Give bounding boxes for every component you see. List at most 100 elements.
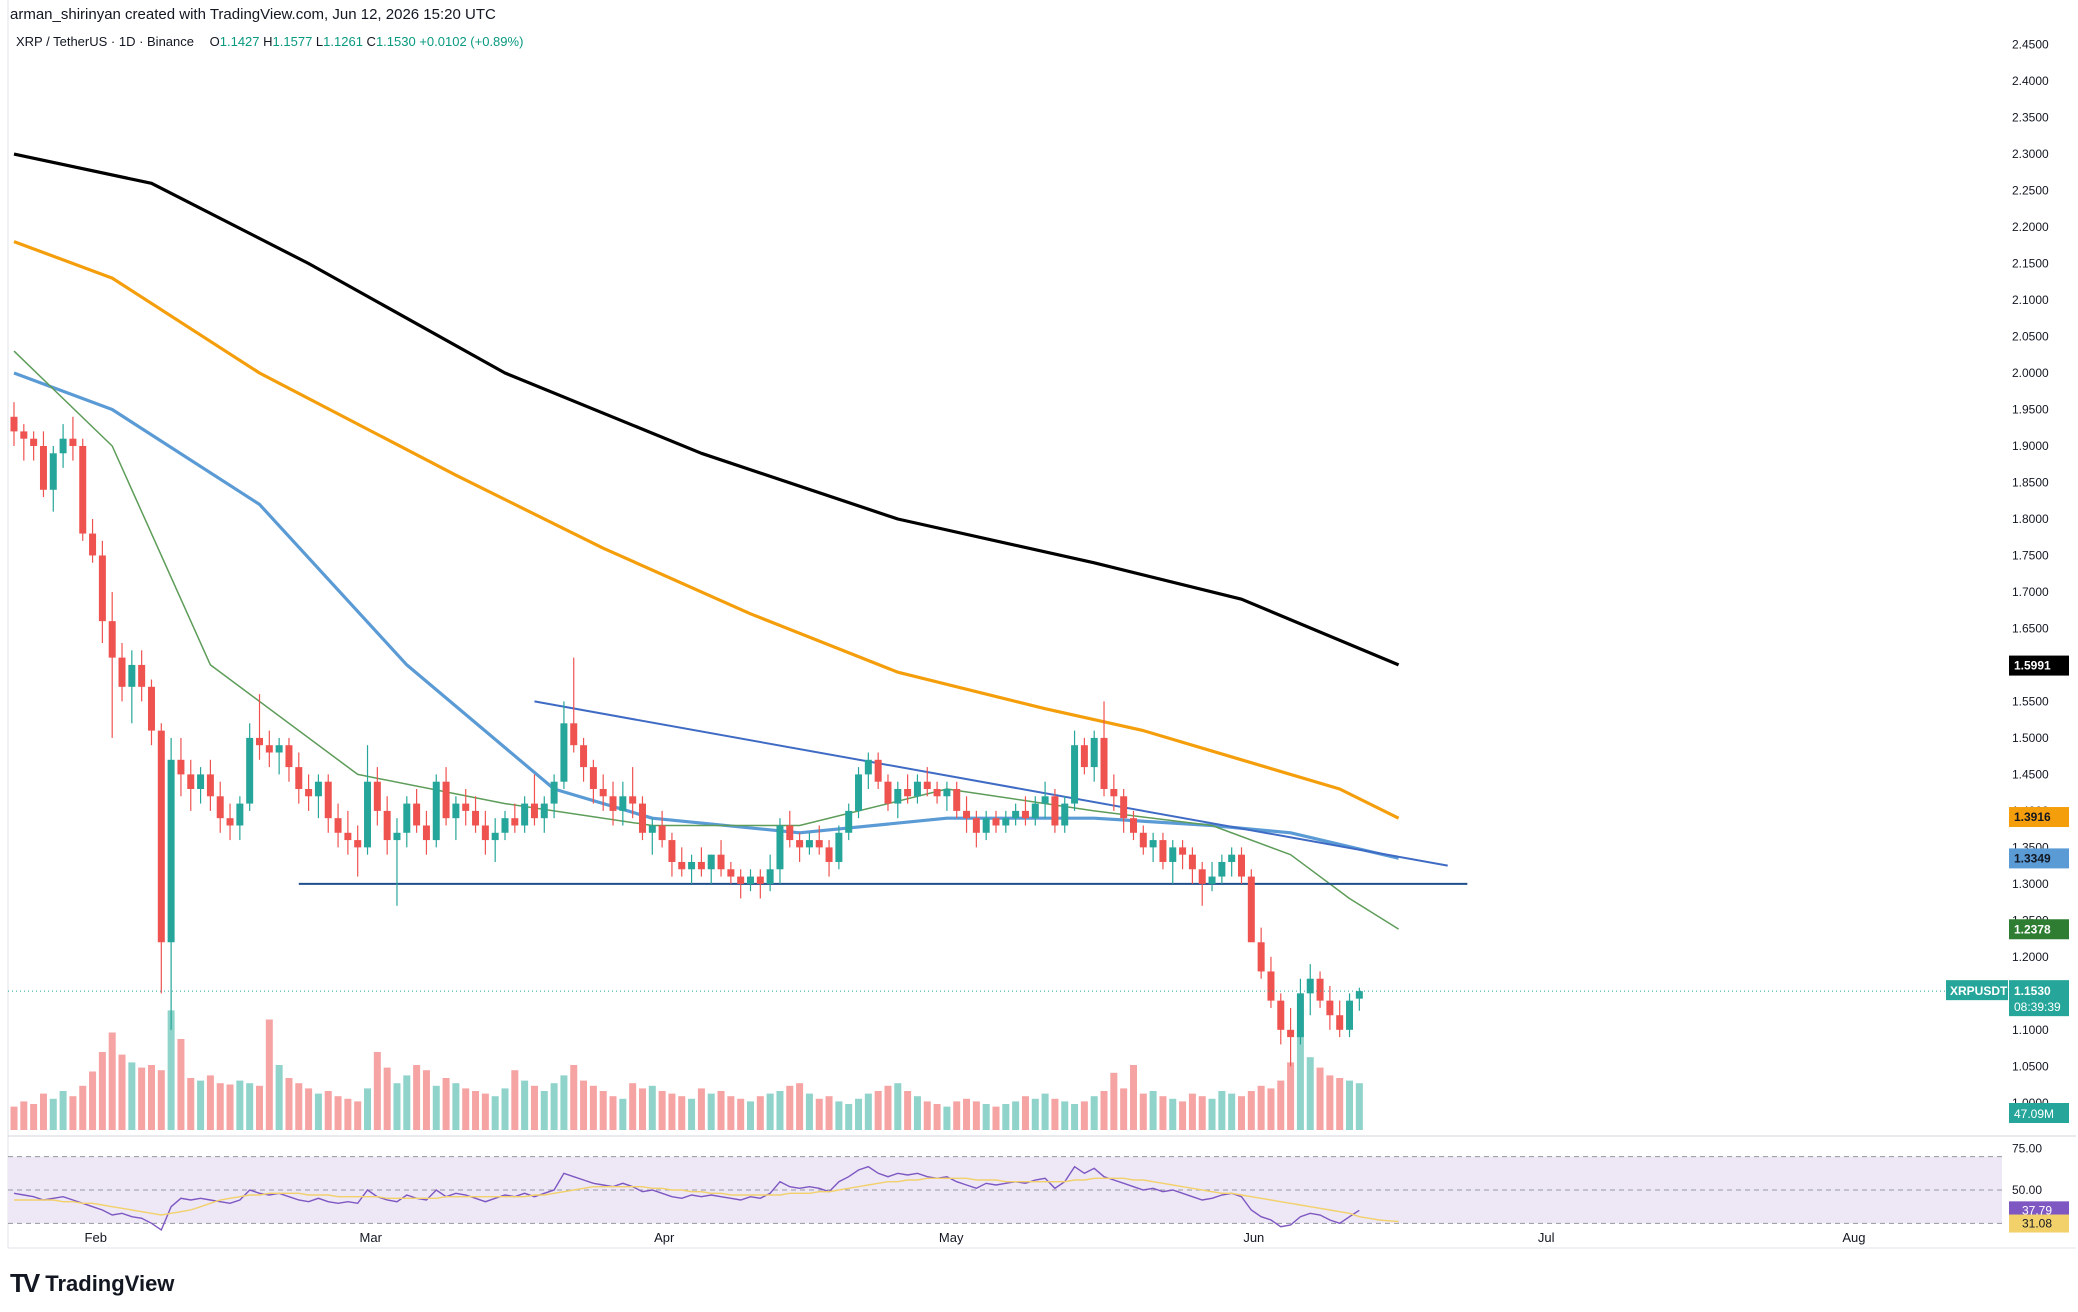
volume-bar — [737, 1098, 745, 1130]
volume-bar — [206, 1075, 214, 1130]
volume-bar — [599, 1091, 607, 1130]
volume-bar — [913, 1096, 921, 1130]
candle-body — [717, 854, 725, 870]
volume-bar — [697, 1088, 705, 1130]
volume-bar — [187, 1078, 195, 1130]
candle-body — [138, 664, 146, 687]
candle-body — [550, 781, 558, 804]
candle-body — [432, 781, 440, 841]
candle-body — [1277, 1000, 1285, 1030]
price-tick-label: 2.2000 — [2012, 220, 2049, 234]
candle-body — [923, 781, 931, 789]
candle-body — [108, 621, 116, 658]
candle-body — [1159, 840, 1167, 862]
candle-body — [59, 438, 67, 454]
candle-body — [1336, 1015, 1344, 1030]
volume-bar — [314, 1093, 322, 1130]
volume-bar — [147, 1065, 155, 1130]
volume-bar — [874, 1091, 882, 1130]
candle-body — [943, 788, 951, 797]
price-tick-label: 1.6500 — [2012, 621, 2049, 635]
volume-bar — [904, 1091, 912, 1130]
candle-body — [805, 840, 813, 848]
volume-bar — [403, 1075, 411, 1130]
volume-bar — [69, 1096, 77, 1130]
price-tick-label: 1.7000 — [2012, 585, 2049, 599]
candle-body — [491, 832, 499, 841]
volume-bar — [20, 1101, 28, 1130]
candle-body — [413, 803, 421, 826]
candle-body — [609, 796, 617, 811]
volume-bar — [501, 1088, 509, 1130]
volume-bar — [1090, 1096, 1098, 1130]
volume-bar — [295, 1083, 303, 1130]
volume-bar — [413, 1065, 421, 1130]
volume-bar — [550, 1083, 558, 1130]
candle-body — [530, 803, 538, 819]
volume-bar — [589, 1085, 597, 1130]
candle-body — [147, 686, 155, 731]
ma-value-tag-text: 1.3916 — [2014, 810, 2051, 824]
volume-bar — [1100, 1091, 1108, 1130]
symbol-tag-label: XRPUSDT — [1950, 984, 2008, 998]
price-tick-label: 1.8000 — [2012, 512, 2049, 526]
volume-bar — [540, 1091, 548, 1130]
volume-bar — [825, 1096, 833, 1130]
volume-bar — [776, 1091, 784, 1130]
candle-body — [697, 861, 705, 870]
volume-bar — [393, 1083, 401, 1130]
candle-body — [1346, 1000, 1354, 1030]
volume-bar — [1198, 1096, 1206, 1130]
tradingview-logo[interactable]: TV TradingView — [10, 1268, 174, 1299]
volume-bar — [216, 1083, 224, 1130]
volume-bar — [462, 1088, 470, 1130]
candle-body — [1139, 832, 1147, 848]
time-axis-label: Mar — [360, 1230, 383, 1245]
descending-trendline — [534, 700, 1448, 867]
candle-body — [560, 723, 568, 782]
volume-bar — [982, 1104, 990, 1130]
candle-body — [197, 774, 205, 789]
moving-average-line — [13, 350, 1399, 930]
volume-bar — [688, 1098, 696, 1130]
candle-body — [1051, 796, 1059, 826]
chart-credit: arman_shirinyan created with TradingView… — [10, 6, 496, 23]
volume-bar — [98, 1052, 106, 1130]
volume-bar — [30, 1104, 38, 1130]
volume-bar — [570, 1065, 578, 1130]
volume-bar — [157, 1070, 165, 1130]
candle-body — [1061, 803, 1069, 826]
volume-bar — [1021, 1096, 1029, 1130]
volume-bar — [481, 1093, 489, 1130]
close-value: 1.1530 — [375, 34, 416, 49]
volume-bar — [354, 1101, 362, 1130]
price-tick-label: 1.4500 — [2012, 767, 2049, 781]
candle-body — [737, 876, 745, 884]
volume-bar — [530, 1085, 538, 1130]
volume-bar — [422, 1070, 430, 1130]
volume-bar — [89, 1071, 97, 1130]
volume-bar — [992, 1106, 1000, 1130]
candle-body — [187, 774, 195, 789]
candle-body — [796, 840, 804, 848]
price-tick-label: 2.4000 — [2012, 74, 2049, 88]
volume-bar — [1257, 1085, 1265, 1130]
candle-body — [472, 810, 480, 826]
price-tick-label: 2.0000 — [2012, 366, 2049, 380]
volume-bar — [246, 1083, 254, 1130]
candle-body — [324, 781, 332, 819]
ma-value-tag-bg — [2009, 807, 2069, 828]
candle-body — [1021, 810, 1029, 819]
candle-body — [1090, 737, 1098, 768]
symbol-tag-bg — [1946, 980, 2008, 1001]
ma-value-tag-bg — [2009, 919, 2069, 940]
candle-body — [1188, 854, 1196, 870]
candle-body — [334, 818, 342, 833]
candle-body — [452, 803, 460, 819]
rsi-ma-line — [14, 1177, 1399, 1223]
candle-body — [128, 664, 136, 687]
candle-body — [629, 796, 637, 804]
price-tick-label: 2.2500 — [2012, 184, 2049, 198]
symbol-title[interactable]: XRP / TetherUS · 1D · Binance — [16, 34, 194, 49]
